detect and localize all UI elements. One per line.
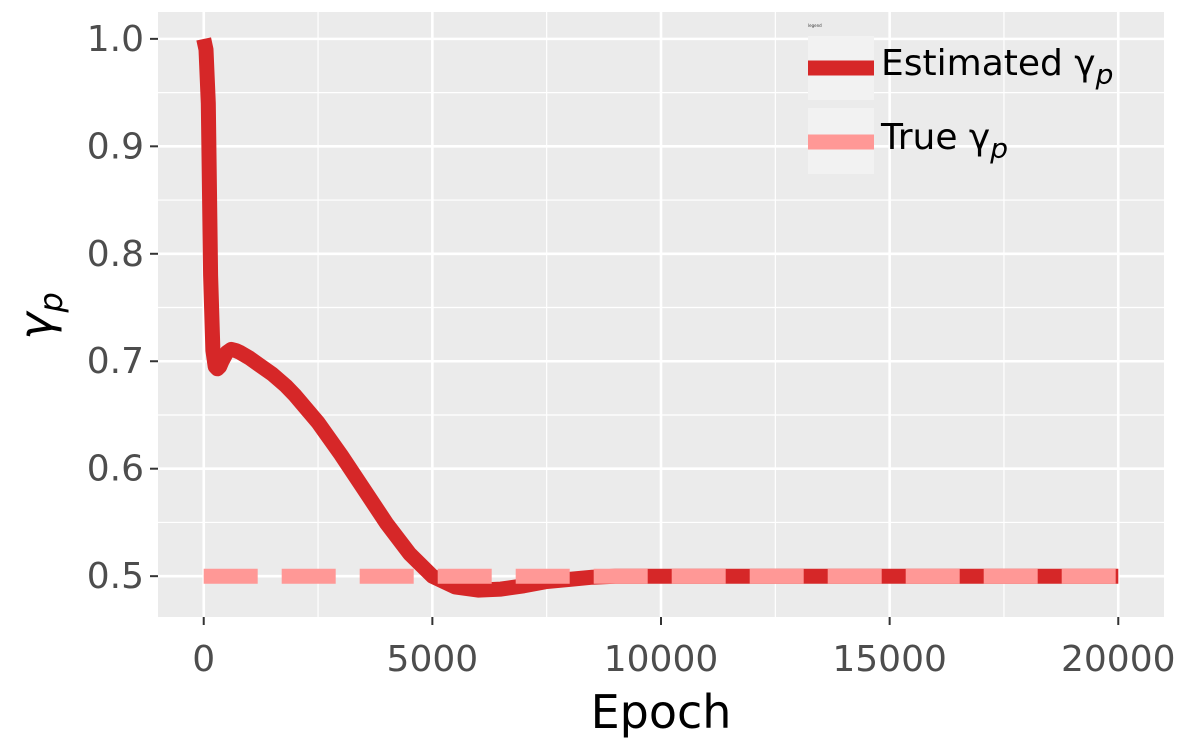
legend-label-true-sub: p: [989, 132, 1008, 165]
x-axis-ticks: 0 5000 10000 15000 20000: [192, 617, 1176, 680]
y-axis-title-main: γ: [9, 310, 63, 340]
y-axis-title: γp: [9, 292, 70, 340]
x-axis-title: Epoch: [591, 685, 732, 739]
y-tick-label: 0.6: [87, 449, 144, 490]
y-tick-label: 1.0: [87, 19, 144, 60]
legend-label-estimated: Estimated γp: [881, 43, 1113, 91]
y-tick-label: 0.9: [87, 126, 144, 167]
legend-label-true-main: True γ: [880, 117, 990, 158]
legend-title: legend: [808, 23, 822, 28]
legend: legend Estimated γp True γp: [808, 23, 1113, 174]
y-tick-label: 0.5: [87, 556, 144, 597]
y-axis-ticks: 0.5 0.6 0.7 0.8 0.9 1.0: [87, 19, 158, 597]
x-tick-label: 10000: [604, 639, 719, 680]
x-tick-label: 5000: [387, 639, 479, 680]
x-tick-label: 0: [192, 639, 215, 680]
x-tick-label: 20000: [1061, 639, 1176, 680]
x-tick-label: 15000: [832, 639, 947, 680]
legend-label-estimated-sub: p: [1095, 58, 1114, 91]
y-axis-title-sub: p: [32, 292, 70, 313]
y-tick-label: 0.8: [87, 234, 144, 275]
legend-label-estimated-main: Estimated γ: [881, 43, 1096, 84]
y-tick-label: 0.7: [87, 341, 144, 382]
legend-label-true: True γp: [880, 117, 1008, 165]
series-layer: [196, 37, 1119, 598]
